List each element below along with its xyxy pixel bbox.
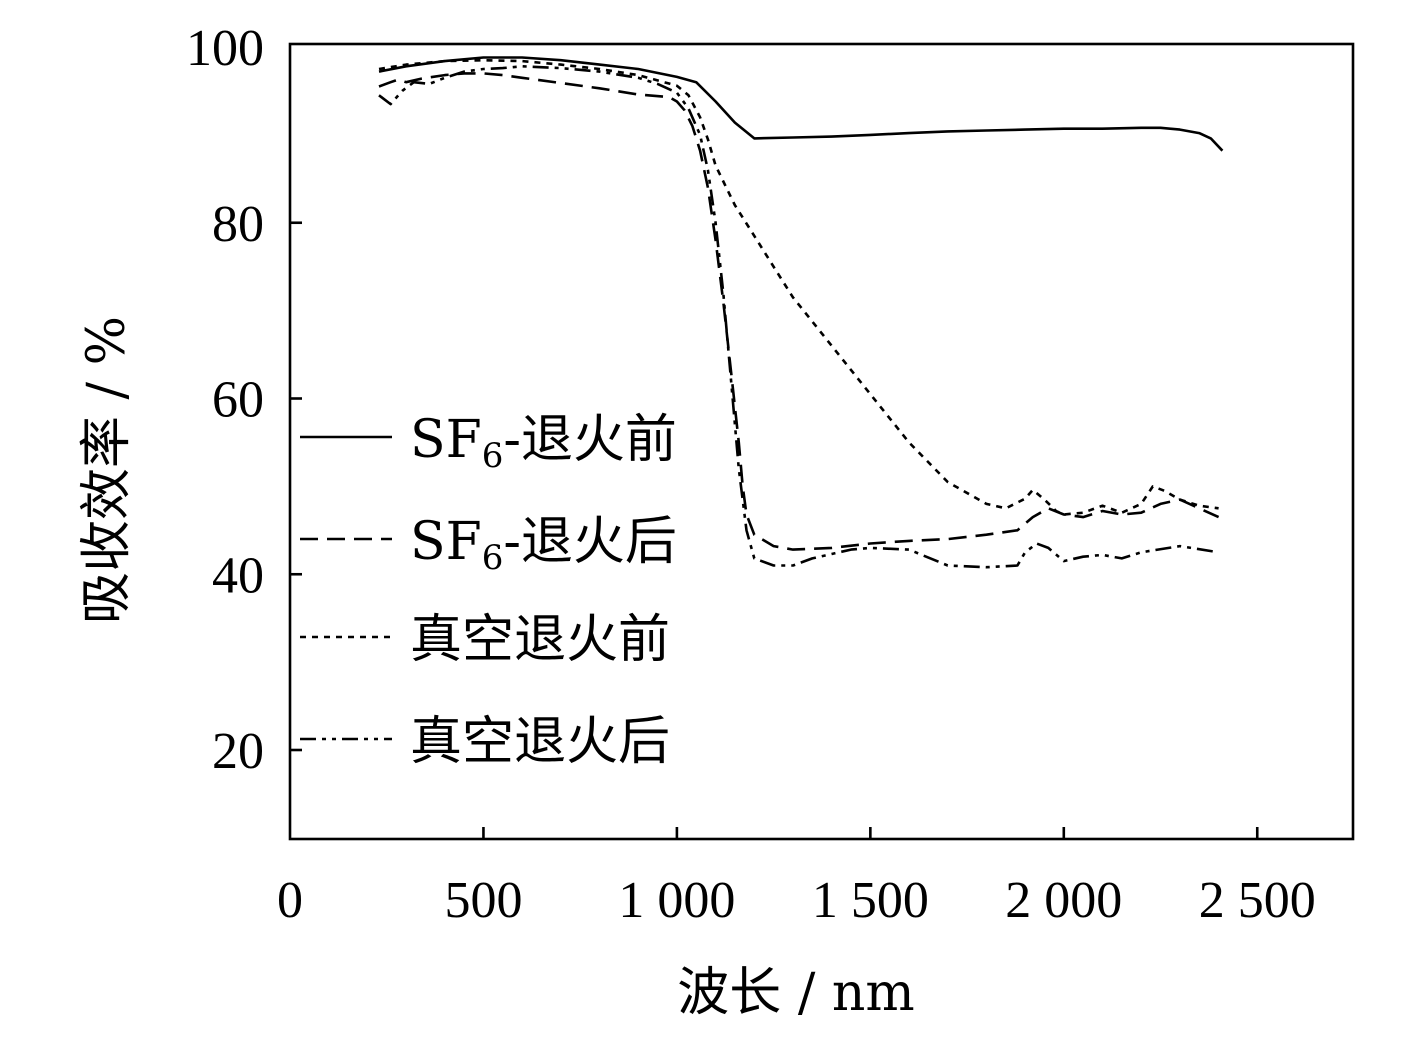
x-tick-label: 0 xyxy=(277,872,303,929)
series-line-1 xyxy=(378,56,1224,152)
series-layer xyxy=(378,56,1224,569)
x-tick-label: 500 xyxy=(444,872,522,929)
legend-label-main: 真空退火后 xyxy=(410,712,670,772)
x-tick-label: 2 000 xyxy=(1005,872,1122,929)
legend-label-main: SF xyxy=(410,512,482,572)
legend-label-1: SF6-退火前 xyxy=(410,410,677,476)
y-tick-label: 60 xyxy=(212,372,264,429)
legend-label-2: SF6-退火后 xyxy=(410,512,677,578)
plot-frame xyxy=(288,42,1355,841)
legend-label-rest: -退火前 xyxy=(503,410,677,470)
legend-label-rest: -退火后 xyxy=(503,512,677,572)
y-tick-label: 100 xyxy=(186,20,264,77)
legend-label-main: 真空退火前 xyxy=(410,610,670,670)
series-line-3 xyxy=(378,58,1219,516)
x-axis-title: 波长 / nm xyxy=(677,963,914,1023)
x-tick-label: 2 500 xyxy=(1199,872,1316,929)
y-tick-label: 80 xyxy=(212,196,264,253)
x-tick-label: 1 500 xyxy=(812,872,929,929)
legend-label-subscript: 6 xyxy=(482,436,504,476)
legend-label-4: 真空退火后 xyxy=(410,712,670,772)
series-line-4 xyxy=(378,65,1219,569)
y-tick-label: 20 xyxy=(212,723,264,780)
y-axis: 20 40 60 80 100 xyxy=(186,20,302,780)
legend-label-main: SF xyxy=(410,410,482,470)
y-tick-label: 40 xyxy=(212,547,264,604)
x-axis: 0 500 1 000 1 500 2 000 2 500 xyxy=(277,827,1316,929)
legend-label-3: 真空退火前 xyxy=(410,610,670,670)
series-line-2 xyxy=(378,72,1220,551)
x-tick-label: 1 000 xyxy=(618,872,735,929)
y-axis-title: 吸收效率 / % xyxy=(77,316,137,624)
legend-label-subscript: 6 xyxy=(482,538,504,578)
